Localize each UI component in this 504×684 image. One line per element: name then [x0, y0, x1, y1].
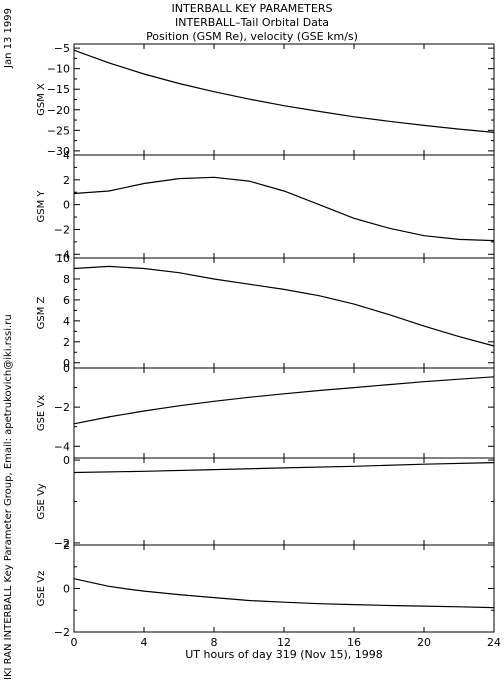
y-tick-label: −10 — [47, 63, 70, 76]
chart-title-line-3: Position (GSM Re), velocity (GSE km/s) — [146, 30, 358, 43]
y-tick-label: 2 — [63, 539, 70, 552]
y-tick-label: 6 — [63, 294, 70, 307]
y-tick-label: −5 — [54, 42, 70, 55]
panel-frame — [73, 43, 495, 156]
y-tick-label: 0 — [63, 454, 70, 467]
series-line — [73, 578, 495, 609]
y-tick-label: 2 — [63, 174, 70, 187]
x-tick-label: 20 — [417, 636, 431, 649]
x-tick-label: 8 — [211, 636, 218, 649]
panel-frame — [73, 544, 495, 633]
y-tick-label: 0 — [63, 362, 70, 375]
chart-title-line-2: INTERBALL–Tail Orbital Data — [175, 16, 329, 29]
y-tick-label: 0 — [63, 583, 70, 596]
y-tick-label: −2 — [54, 401, 70, 414]
y-axis-label: GSE Vy — [36, 483, 47, 519]
y-axis-label: GSM Y — [36, 190, 47, 223]
y-tick-label: 10 — [56, 252, 70, 265]
y-tick-label: 2 — [63, 336, 70, 349]
series-line — [73, 49, 495, 133]
y-axis-label: GSM X — [36, 83, 47, 116]
y-tick-label: 4 — [63, 315, 70, 328]
y-tick-label: 0 — [63, 199, 70, 212]
x-axis-title: UT hours of day 319 (Nov 15), 1998 — [185, 648, 383, 661]
y-axis-label: GSE Vx — [36, 395, 47, 431]
y-tick-label: −25 — [47, 124, 70, 137]
series-line — [73, 462, 495, 474]
x-tick-label: 12 — [277, 636, 291, 649]
panel-frame — [73, 257, 495, 369]
x-tick-label: 24 — [487, 636, 501, 649]
x-tick-label: 4 — [141, 636, 148, 649]
y-tick-label: −2 — [54, 537, 70, 550]
y-tick-label: −2 — [54, 223, 70, 236]
y-axis-label: GSM Z — [36, 296, 47, 329]
y-tick-label: −15 — [47, 83, 70, 96]
y-axis-label: GSE Vz — [36, 571, 47, 607]
y-tick-label: −30 — [47, 145, 70, 158]
y-tick-label: 4 — [63, 149, 70, 162]
series-line — [73, 265, 495, 347]
x-tick-label: 16 — [347, 636, 361, 649]
y-tick-label: −4 — [54, 248, 70, 261]
y-tick-label: 8 — [63, 273, 70, 286]
y-tick-label: −2 — [54, 626, 70, 639]
series-line — [73, 376, 495, 425]
y-tick-label: −4 — [54, 440, 70, 453]
panel-frame — [73, 154, 495, 259]
x-tick-label: 0 — [71, 636, 78, 649]
y-tick-label: −20 — [47, 104, 70, 117]
series-line — [73, 176, 495, 242]
y-tick-label: 0 — [63, 357, 70, 370]
chart-title-line-1: INTERBALL KEY PARAMETERS — [171, 2, 333, 15]
